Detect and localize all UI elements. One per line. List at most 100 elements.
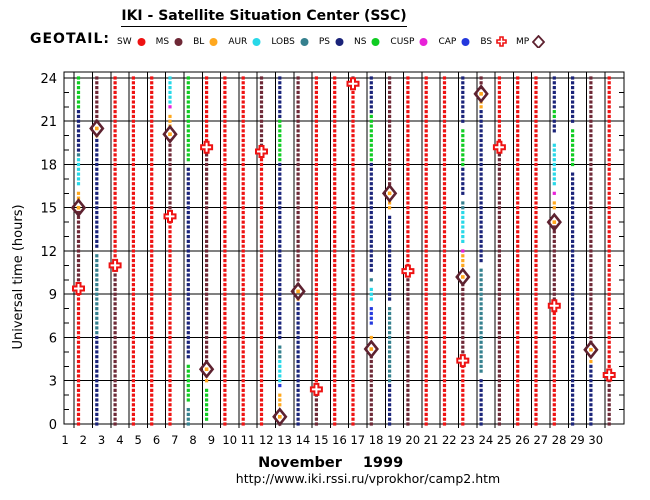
region-dot-SW xyxy=(607,177,611,181)
region-dot-MS xyxy=(168,191,172,195)
region-dot-SW xyxy=(424,143,428,147)
region-dot-SW xyxy=(314,220,318,224)
region-dot-SW xyxy=(406,162,410,167)
region-dot-SW xyxy=(351,350,355,354)
region-dot-SW xyxy=(516,105,520,109)
region-dot-SW xyxy=(442,186,447,191)
region-dot-NS xyxy=(205,403,209,407)
region-dot-NS xyxy=(186,114,190,119)
region-dot-SW xyxy=(150,340,154,344)
region-dot-SW xyxy=(150,273,154,277)
region-dot-SW xyxy=(424,177,428,181)
region-dot-MS xyxy=(205,196,209,200)
region-dot-SW xyxy=(333,201,337,205)
region-dot-SW xyxy=(223,263,227,268)
region-dot-MS xyxy=(296,230,300,234)
region-dot-SW xyxy=(351,215,355,219)
region-dot-PS xyxy=(388,263,392,268)
region-dot-SW xyxy=(607,95,611,99)
region-dot-NS xyxy=(278,153,282,157)
region-dot-MS xyxy=(552,254,556,258)
region-dot-SW xyxy=(442,268,447,272)
region-dot-SW xyxy=(516,321,520,325)
region-dot-NS xyxy=(76,100,81,104)
region-dot-MS xyxy=(205,215,209,219)
region-dot-SW xyxy=(168,369,172,373)
region-dot-SW xyxy=(424,76,428,80)
region-dot-PS xyxy=(296,398,300,402)
region-dot-MS xyxy=(168,177,172,181)
region-dot-SW xyxy=(351,412,355,416)
region-dot-MS xyxy=(589,167,593,171)
region-dot-SW xyxy=(607,76,611,80)
region-dot-SW xyxy=(516,374,520,378)
region-dot-SW xyxy=(314,369,318,373)
region-dot-SW xyxy=(516,239,520,243)
region-dot-SW xyxy=(205,95,209,99)
region-dot-SW xyxy=(241,383,245,388)
region-dot-SW xyxy=(406,129,410,133)
region-dot-PS xyxy=(76,124,81,128)
region-dot-PS xyxy=(461,100,465,104)
region-dot-SW xyxy=(333,307,337,311)
region-dot-MS xyxy=(406,321,410,325)
region-dot-AUR xyxy=(461,230,465,234)
region-dot-MS xyxy=(205,340,209,344)
region-dot-NS xyxy=(369,143,373,147)
region-dot-NS xyxy=(205,417,209,421)
region-dot-SW xyxy=(241,364,245,368)
region-dot-SW xyxy=(333,355,337,359)
region-dot-MS xyxy=(205,302,209,306)
region-dot-SW xyxy=(131,350,135,354)
region-dot-NS xyxy=(186,148,190,152)
region-dot-PS xyxy=(388,234,392,239)
region-dot-LOBS xyxy=(388,335,392,340)
region-dot-PS xyxy=(95,345,99,349)
region-dot-SW xyxy=(205,119,209,123)
region-dot-LOBS xyxy=(479,316,483,320)
region-dot-NS xyxy=(186,100,190,104)
region-dot-SW xyxy=(223,105,227,109)
day-column-4 xyxy=(131,76,135,426)
region-dot-LOBS xyxy=(95,259,99,263)
region-dot-SW xyxy=(442,177,447,181)
region-dot-SW xyxy=(113,210,117,215)
region-dot-PS xyxy=(571,355,575,359)
x-tick-label: 1 xyxy=(61,433,68,447)
region-dot-SW xyxy=(351,331,355,335)
mp-marker-core xyxy=(589,347,593,352)
region-dot-PS xyxy=(571,278,575,282)
region-dot-SW xyxy=(259,350,264,354)
region-dot-SW xyxy=(223,403,227,407)
region-dot-SW xyxy=(406,234,410,239)
region-dot-SW xyxy=(516,263,520,268)
region-dot-PS xyxy=(479,182,483,186)
region-dot-SW xyxy=(113,172,117,176)
region-dot-SW xyxy=(113,254,117,258)
region-dot-AUR xyxy=(461,210,465,215)
region-dot-MS xyxy=(296,129,300,133)
region-dot-SW xyxy=(131,206,135,210)
region-dot-MS xyxy=(552,287,556,292)
region-dot-SW xyxy=(333,398,337,402)
region-dot-SW xyxy=(241,287,245,292)
region-dot-SW xyxy=(241,143,245,147)
region-dot-MS xyxy=(259,124,264,128)
region-dot-SW xyxy=(406,124,410,128)
region-dot-PS xyxy=(369,220,373,224)
region-dot-LOBS xyxy=(186,417,190,421)
region-dot-SW xyxy=(351,239,355,243)
region-dot-PS xyxy=(479,259,483,263)
region-dot-SW xyxy=(241,172,245,176)
region-dot-LOBS xyxy=(388,316,392,320)
region-dot-PS xyxy=(296,359,300,364)
region-dot-PS xyxy=(369,162,373,167)
region-dot-SW xyxy=(333,90,337,95)
region-dot-SW xyxy=(424,263,428,268)
region-dot-MS xyxy=(296,81,300,85)
region-dot-SW xyxy=(552,326,556,330)
region-dot-SW xyxy=(259,311,264,316)
region-dot-SW xyxy=(76,383,81,388)
region-dot-SW xyxy=(259,335,264,340)
region-dot-SW xyxy=(223,244,227,248)
